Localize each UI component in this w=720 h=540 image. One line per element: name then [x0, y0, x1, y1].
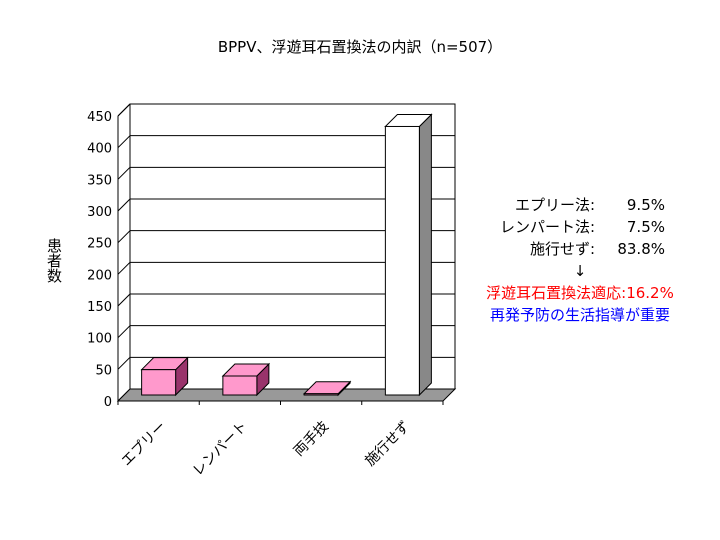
wall-perspective-line	[117, 198, 131, 212]
bar	[140, 356, 189, 397]
y-tick-label: 400	[87, 142, 112, 157]
wall-perspective-line	[117, 325, 131, 339]
bar-front	[222, 375, 258, 396]
bar	[221, 362, 271, 397]
bar-front	[303, 393, 339, 396]
wall-perspective-line	[117, 261, 131, 275]
bars	[140, 113, 433, 397]
y-tick-label: 100	[87, 332, 112, 347]
annotation-box: エプリー法: 9.5% レンパート法: 7.5% 施行せず: 83.8% ↓ 浮…	[450, 194, 710, 326]
bar-side	[418, 113, 432, 397]
annotation-name: レンパート法:	[499, 218, 595, 236]
wall-perspective-line	[117, 166, 131, 180]
bar	[302, 380, 352, 397]
annotation-row-epley: エプリー法: 9.5%	[450, 194, 710, 216]
wall-top-edge	[117, 103, 131, 117]
down-arrow-icon: ↓	[573, 262, 587, 280]
wall-perspective-line	[117, 356, 131, 370]
x-tick-label: レンパート	[190, 419, 251, 480]
bar-front	[141, 369, 177, 396]
wall-perspective-line	[117, 230, 131, 244]
y-tick-label: 450	[87, 110, 112, 125]
annotation-row-none: 施行せず: 83.8%	[450, 238, 710, 260]
y-tick-labels: 0 50 100 150 200 250 300 350 400 450	[87, 110, 112, 410]
y-tick-label: 250	[87, 237, 112, 252]
x-tick-labels: エプリー レンパート 両手技 施行せず	[119, 419, 414, 480]
y-tick-label: 200	[87, 268, 112, 283]
y-tick-label: 50	[95, 363, 112, 378]
chart-floor	[116, 388, 457, 402]
annotation-percent: 83.8%	[617, 240, 665, 258]
y-tick-label: 0	[104, 395, 112, 410]
bar-front	[384, 125, 420, 396]
y-tick-label: 150	[87, 300, 112, 315]
chart-title: BPPV、浮遊耳石置換法の内訳（n=507）	[217, 38, 503, 56]
x-tick-label: エプリー	[119, 419, 170, 470]
bar	[384, 113, 433, 397]
axes	[116, 103, 457, 405]
annotation-percent: 9.5%	[626, 196, 665, 214]
annotation-name: エプリー法:	[514, 196, 595, 214]
annotation-row-lempert: レンパート法: 7.5%	[450, 216, 710, 238]
annotation-name: 施行せず:	[529, 240, 595, 258]
annotation-percent: 7.5%	[626, 218, 665, 236]
annotation-guidance-text: 再発予防の生活指導が重要	[489, 306, 670, 324]
y-tick-label: 300	[87, 205, 112, 220]
x-tick-label: 施行せず	[362, 419, 413, 470]
wall-perspective-line	[117, 135, 131, 149]
annotation-indication-text: 浮遊耳石置換法適応:16.2%	[486, 284, 674, 302]
wall-perspective-line	[117, 293, 131, 307]
y-axis-label: 患者数	[45, 238, 63, 283]
y-tick-label: 350	[87, 173, 112, 188]
x-tick-label: 両手技	[291, 419, 332, 460]
